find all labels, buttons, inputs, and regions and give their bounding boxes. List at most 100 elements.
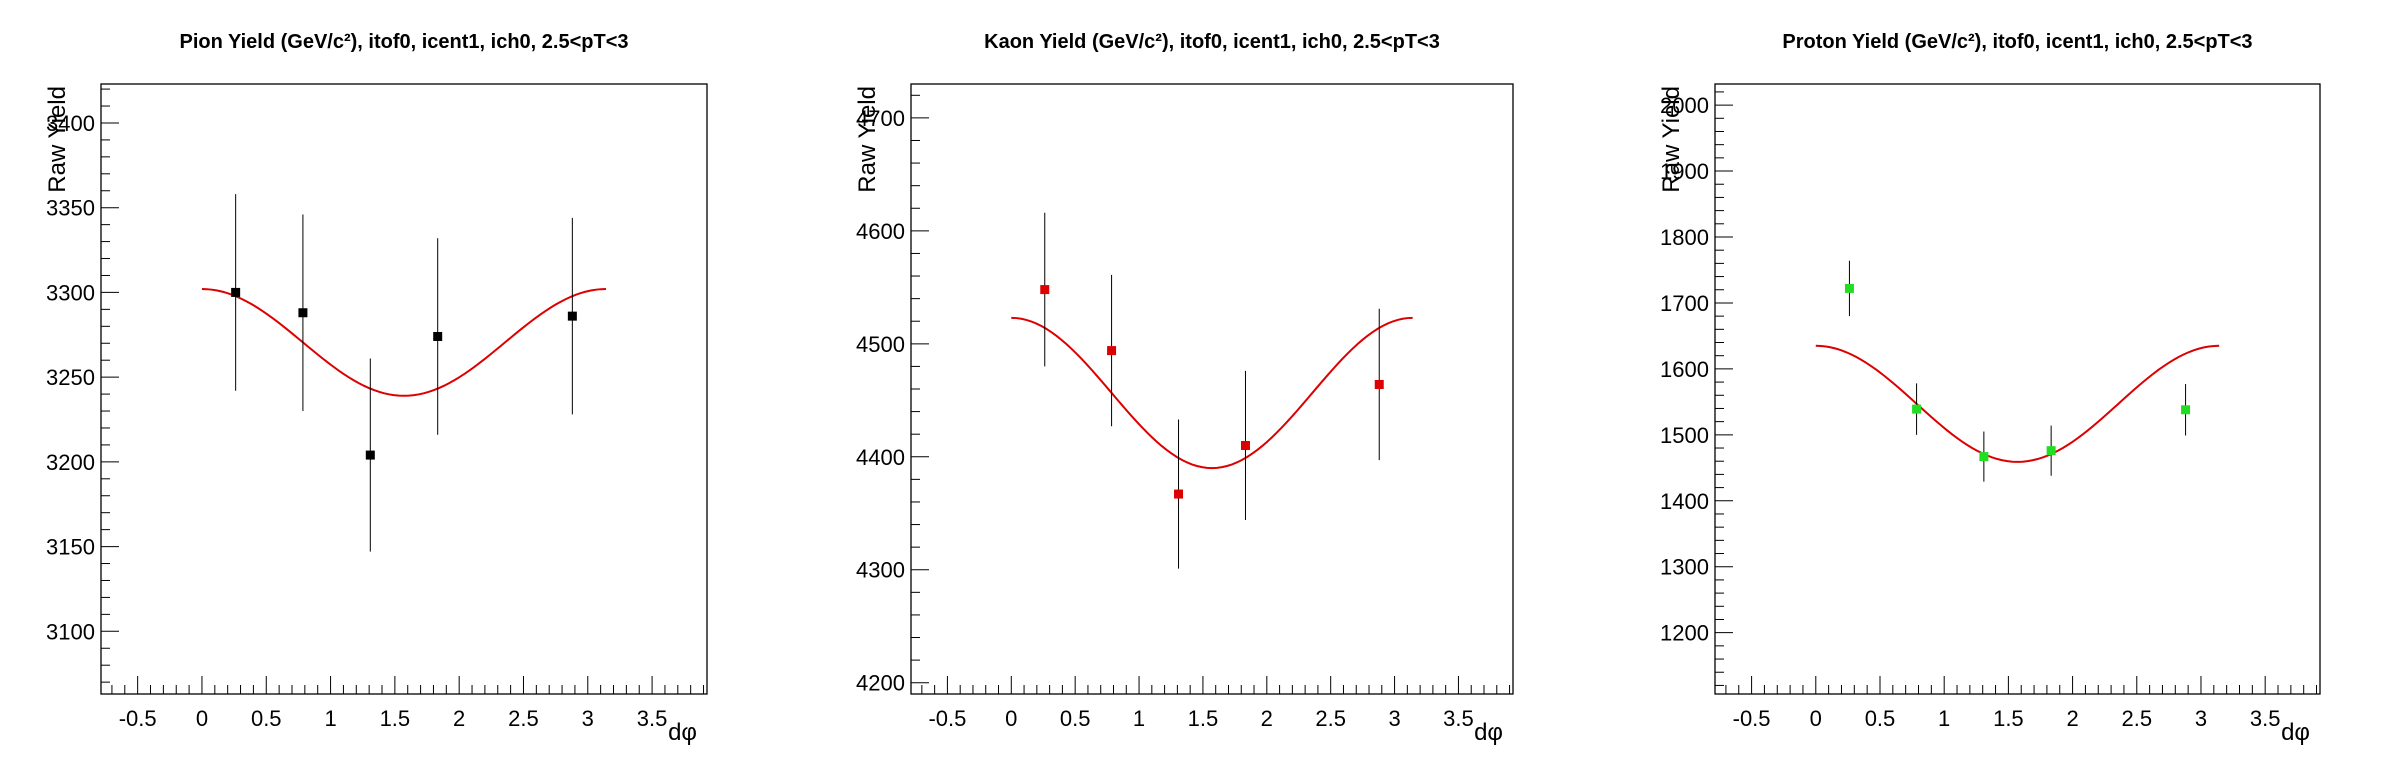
y-axis-label: Raw Yield [44,86,71,193]
x-tick-label: 3.5 [2250,706,2281,731]
x-tick-label: 3.5 [637,706,668,731]
y-tick-label: 4700 [856,106,905,131]
y-axis: 3100 3150 3200 3250 3300 3350 3400 [46,88,119,683]
kaon-yield-plot: Kaon Yield (GeV/c²), itof0, icent1, ich0… [854,31,1514,746]
x-axis: -0.5 0 0.5 1 1.5 2 2.5 3 3.5 [1725,676,2318,731]
x-tick-label: 2.5 [508,706,539,731]
data-point [433,238,443,435]
x-tick-label: 1.5 [380,706,411,731]
point-marker [231,287,241,297]
y-tick-label: 3350 [46,196,95,221]
y-axis: 4200 4300 4400 4500 4600 4700 [856,94,929,696]
pion-yield-plot: Pion Yield (GeV/c²), itof0, icent1, ich0… [44,31,708,746]
x-tick-label: 0.5 [1865,706,1896,731]
x-tick-label: 2 [1261,706,1273,731]
x-tick-label: 0 [1005,706,1017,731]
data-point [1374,308,1384,461]
data-point [1912,383,1922,435]
point-marker [2181,405,2191,415]
data-point [1040,212,1050,367]
point-marker [2046,446,2056,456]
x-axis: -0.5 0 0.5 1 1.5 2 2.5 3 3.5 [921,676,1511,731]
point-marker [1040,285,1050,295]
data-point [1174,419,1184,569]
y-tick-label: 3100 [46,619,95,644]
y-tick-label: 1300 [1660,555,1709,580]
x-tick-label: 0 [196,706,208,731]
x-tick-label: 1.5 [1188,706,1219,731]
data-point [231,194,241,391]
y-tick-label: 3150 [46,535,95,560]
data-point [365,358,375,552]
data-point [1979,431,1989,482]
plot-frame [100,83,708,695]
x-tick-label: 1 [1938,706,1950,731]
point-marker [433,331,443,341]
x-tick-label: 1.5 [1993,706,2024,731]
data-point [1240,370,1250,521]
x-tick-label: 2 [453,706,465,731]
proton-yield-plot: Proton Yield (GeV/c²), itof0, icent1, ic… [1658,31,2321,746]
point-marker [298,308,308,318]
x-tick-label: 1 [324,706,336,731]
fit-curve [201,288,607,397]
x-axis-label: dφ [1474,719,1503,746]
data-point [2046,425,2056,476]
y-tick-label: 3300 [46,280,95,305]
y-tick-label: 1700 [1660,291,1709,316]
y-tick-label: 4600 [856,219,905,244]
data-point [298,214,308,412]
y-tick-label: 4200 [856,671,905,696]
y-tick-label: 4400 [856,445,905,470]
x-tick-label: 1 [1133,706,1145,731]
x-axis-label: dφ [668,719,697,746]
data-point [1107,274,1117,427]
x-tick-label: -0.5 [928,706,966,731]
x-tick-label: 3 [2195,706,2207,731]
x-tick-label: 3 [1388,706,1400,731]
point-marker [567,311,577,321]
point-marker [1912,404,1922,414]
y-tick-label: 1400 [1660,489,1709,514]
point-marker [1979,452,1989,462]
x-tick-label: 3 [582,706,594,731]
y-tick-label: 1200 [1660,621,1709,646]
x-axis-label: dφ [2281,719,2310,746]
y-tick-label: 3250 [46,365,95,390]
point-marker [1174,489,1184,499]
y-tick-label: 1900 [1660,159,1709,184]
plot-frame [910,83,1514,695]
fit-curve [1815,344,2220,463]
y-axis-label: Raw Yield [854,86,881,193]
plot-title: Proton Yield (GeV/c²), itof0, icent1, ic… [1782,31,2252,53]
x-tick-label: -0.5 [119,706,157,731]
plot-title: Pion Yield (GeV/c²), itof0, icent1, ich0… [179,31,628,53]
x-tick-label: 3.5 [1443,706,1474,731]
point-marker [1240,440,1250,450]
x-tick-label: -0.5 [1733,706,1771,731]
y-tick-label: 3400 [46,111,95,136]
data-point [2181,384,2191,436]
x-tick-label: 2.5 [1315,706,1346,731]
y-tick-label: 1800 [1660,225,1709,250]
data-point [1844,260,1854,317]
point-marker [1844,283,1854,293]
x-tick-label: 0 [1810,706,1822,731]
x-tick-label: 0.5 [1060,706,1091,731]
y-tick-label: 2000 [1660,93,1709,118]
x-axis: -0.5 0 0.5 1 1.5 2 2.5 3 3.5 [111,676,705,731]
point-marker [365,450,375,460]
y-tick-label: 1600 [1660,357,1709,382]
y-tick-label: 4300 [856,558,905,583]
y-tick-label: 4500 [856,332,905,357]
point-marker [1107,346,1117,356]
y-tick-label: 3200 [46,450,95,475]
y-axis-label: Raw Yield [1658,86,1685,193]
point-marker [1374,379,1384,389]
x-tick-label: 2 [2066,706,2078,731]
x-tick-label: 0.5 [251,706,282,731]
data-point [567,217,577,415]
plot-title: Kaon Yield (GeV/c²), itof0, icent1, ich0… [984,31,1440,53]
y-tick-label: 1500 [1660,423,1709,448]
